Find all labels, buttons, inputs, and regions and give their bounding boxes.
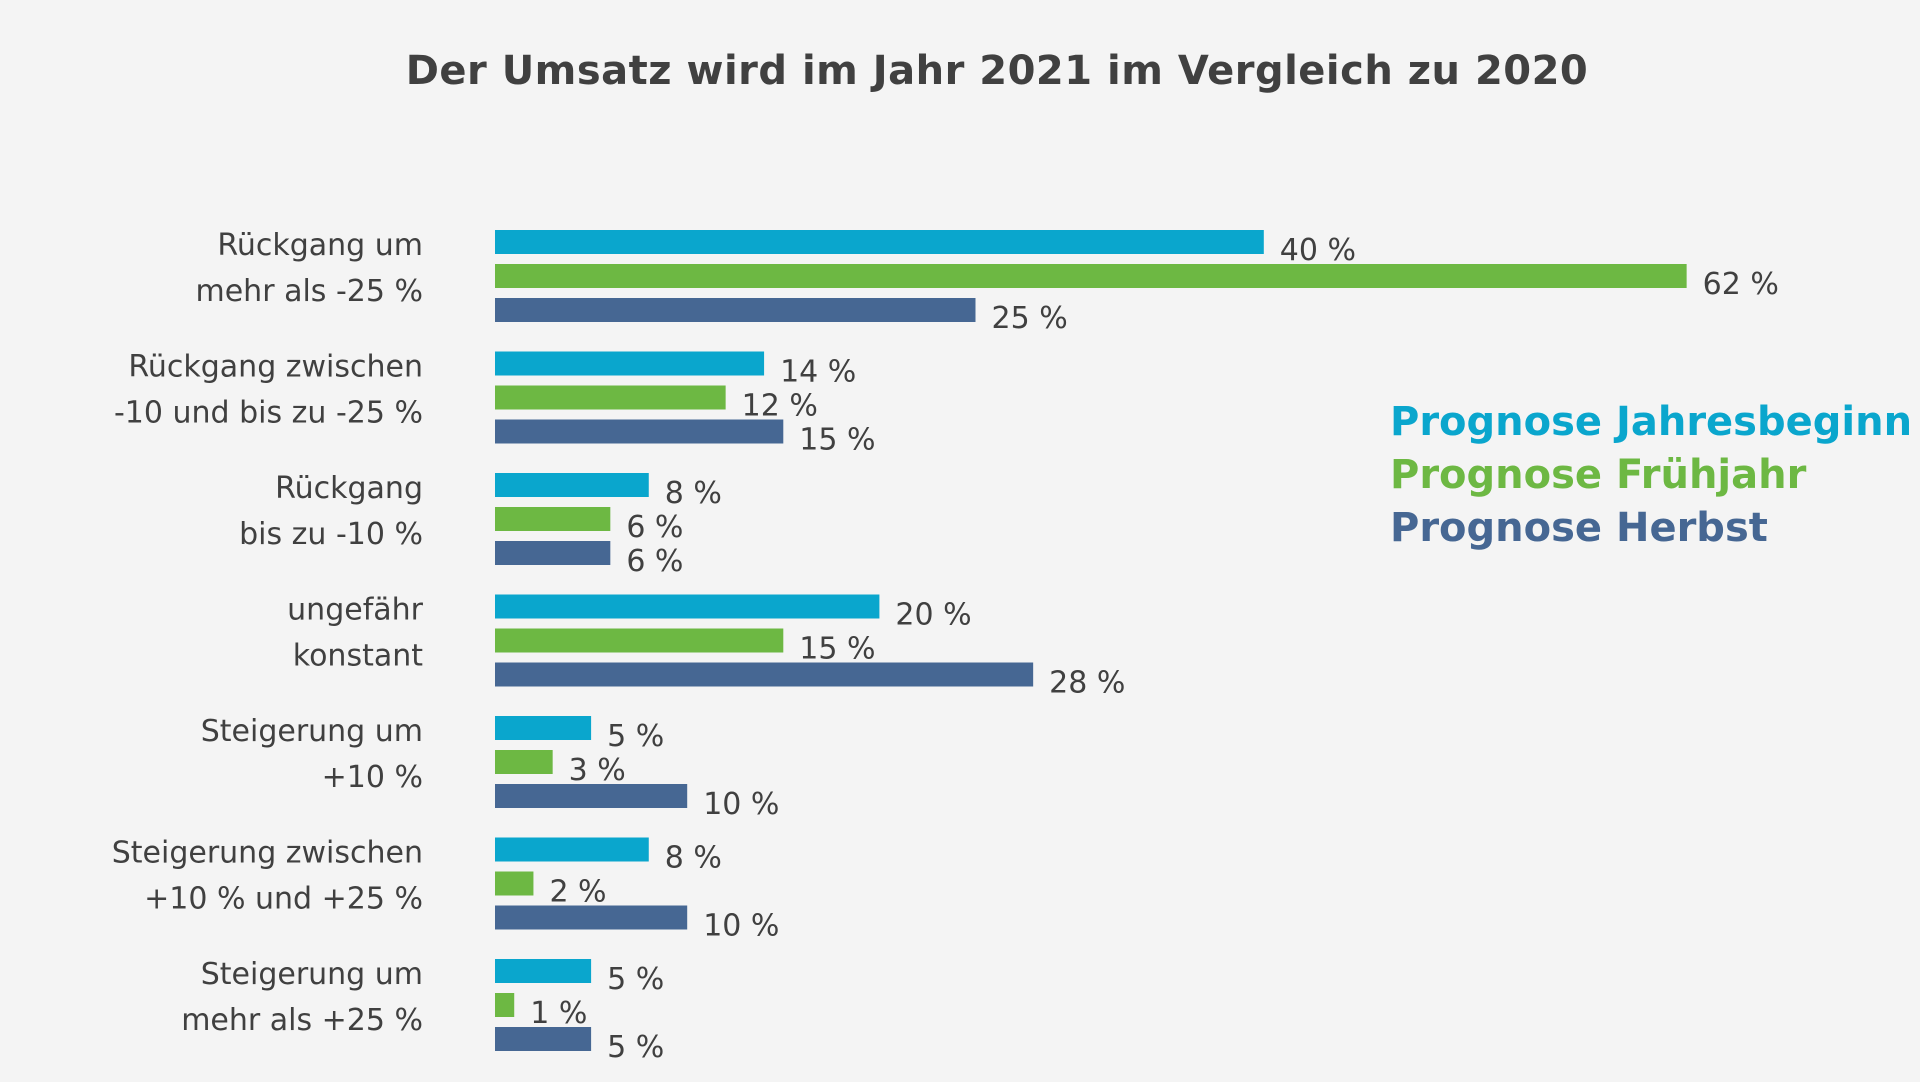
data-label: 8 % xyxy=(665,476,722,511)
data-label: 2 % xyxy=(549,875,606,910)
data-label: 6 % xyxy=(626,510,683,545)
bar xyxy=(495,351,765,376)
category-label: +10 % und +25 % xyxy=(144,882,423,917)
bar xyxy=(495,750,553,774)
category-label: -10 und bis zu -25 % xyxy=(114,396,423,431)
category-label: Rückgang zwischen xyxy=(128,350,423,385)
bar xyxy=(495,784,688,808)
bar xyxy=(495,264,1687,288)
data-label: 25 % xyxy=(992,301,1068,336)
category-label: Steigerung um xyxy=(201,714,423,749)
data-label: 28 % xyxy=(1049,666,1125,701)
bar xyxy=(495,419,784,444)
bar xyxy=(495,473,649,497)
data-label: 5 % xyxy=(607,719,664,754)
category-label: Rückgang um xyxy=(217,228,423,263)
bar xyxy=(495,1027,592,1051)
data-label: 40 % xyxy=(1280,233,1356,268)
bar xyxy=(495,385,726,410)
data-label: 6 % xyxy=(626,544,683,579)
bar xyxy=(495,993,515,1017)
bar xyxy=(495,905,688,930)
category-label: Steigerung zwischen xyxy=(112,836,423,871)
legend: Prognose Jahresbeginn Prognose Frühjahr … xyxy=(1390,396,1912,555)
bar xyxy=(495,837,649,862)
bar xyxy=(495,298,976,322)
bar xyxy=(495,959,592,983)
category-label: bis zu -10 % xyxy=(239,517,423,552)
data-label: 5 % xyxy=(607,1030,664,1065)
bar xyxy=(495,662,1034,687)
chart-title: Der Umsatz wird im Jahr 2021 im Vergleic… xyxy=(405,48,1589,94)
category-label: ungefähr xyxy=(287,593,423,628)
legend-item-jahresbeginn: Prognose Jahresbeginn xyxy=(1390,399,1913,445)
data-label: 20 % xyxy=(895,598,971,633)
data-label: 62 % xyxy=(1703,267,1779,302)
data-label: 12 % xyxy=(742,389,818,424)
bar xyxy=(495,628,784,653)
data-label: 15 % xyxy=(799,632,875,667)
category-label: Steigerung um xyxy=(201,957,423,992)
data-label: 14 % xyxy=(780,355,856,390)
data-label: 8 % xyxy=(665,841,722,876)
category-label: mehr als +25 % xyxy=(181,1003,423,1038)
bar xyxy=(495,871,534,896)
data-label: 10 % xyxy=(703,909,779,944)
bar xyxy=(495,507,611,531)
category-label: konstant xyxy=(293,639,423,674)
data-label: 10 % xyxy=(703,787,779,822)
legend-item-herbst: Prognose Herbst xyxy=(1390,505,1768,551)
bar xyxy=(495,594,880,619)
data-label: 15 % xyxy=(799,423,875,458)
data-label: 1 % xyxy=(530,996,587,1031)
category-label: +10 % xyxy=(322,760,423,795)
category-label: Rückgang xyxy=(275,471,423,506)
legend-item-fruehjahr: Prognose Frühjahr xyxy=(1390,452,1807,498)
category-label: mehr als -25 % xyxy=(196,274,424,309)
data-label: 5 % xyxy=(607,962,664,997)
bar xyxy=(495,716,592,740)
bar xyxy=(495,541,611,565)
bar xyxy=(495,230,1264,254)
data-label: 3 % xyxy=(569,753,626,788)
